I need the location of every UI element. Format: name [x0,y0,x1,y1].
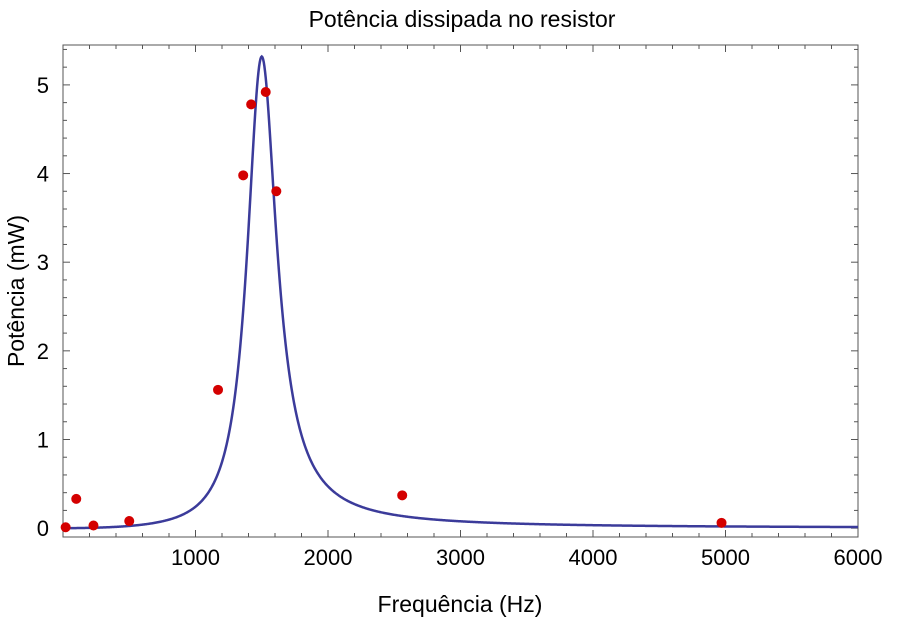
data-point [88,520,99,531]
y-tick-label: 5 [37,73,49,98]
x-axis-label: Frequência (Hz) [378,591,543,617]
x-tick-label: 6000 [834,545,883,570]
y-tick-label: 1 [37,427,49,452]
y-axis-label: Potência (mW) [3,215,29,367]
data-point [397,490,408,501]
data-point [716,517,727,528]
data-point [238,170,249,181]
fit-curve [62,54,858,530]
data-point [213,384,224,395]
data-point [246,99,257,110]
data-point [124,516,135,527]
y-tick-label: 2 [37,339,49,364]
data-point [71,493,82,504]
x-tick-label: 5000 [701,545,750,570]
x-tick-label: 4000 [569,545,618,570]
chart-title: Potência dissipada no resistor [309,6,616,32]
axis-ticks [62,45,859,537]
y-tick-label: 0 [37,516,49,541]
data-point [271,186,282,197]
y-tick-label: 3 [37,250,49,275]
x-tick-label: 2000 [304,545,353,570]
y-tick-label: 4 [37,162,49,187]
tick-labels: 1000 2000 3000 4000 5000 6000 0 1 2 3 4 5 [37,73,883,570]
data-point [60,522,71,533]
x-tick-label: 3000 [436,545,485,570]
data-point [260,86,271,97]
plot-frame [62,44,859,538]
data-points [60,86,727,533]
x-tick-label: 1000 [171,545,220,570]
